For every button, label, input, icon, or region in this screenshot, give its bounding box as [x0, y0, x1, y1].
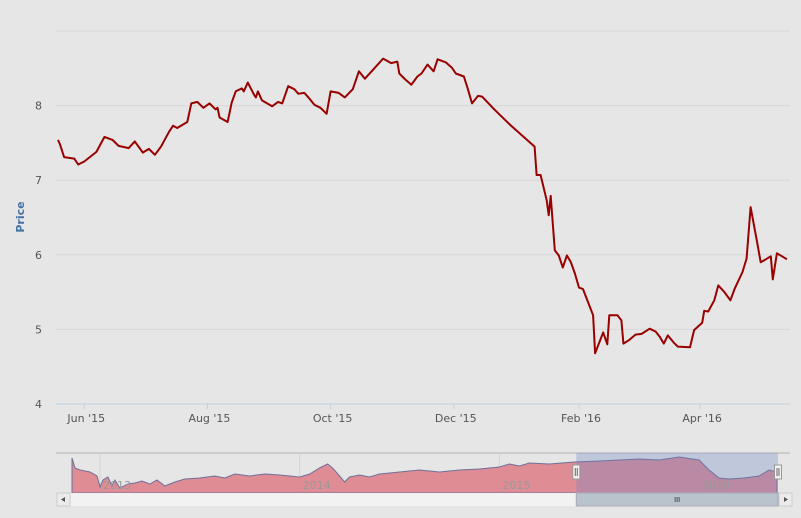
navigator-year-label: 2016: [702, 479, 730, 492]
navigator[interactable]: 2013 2014 2015 2016: [56, 452, 790, 494]
y-axis-title: Price: [14, 201, 27, 232]
navigator-right-handle[interactable]: [774, 464, 783, 480]
navigator-series-area: [71, 456, 778, 494]
price-series-line: [57, 57, 788, 355]
x-tick-label: Dec '15: [435, 412, 477, 425]
y-tick-label: 7: [35, 174, 42, 187]
y-tick-label: 6: [35, 249, 42, 262]
arrow-right-icon: [784, 497, 788, 502]
navigator-selected-range[interactable]: [576, 453, 779, 493]
y-tick-label: 4: [35, 398, 42, 411]
scrollbar[interactable]: [56, 492, 793, 507]
navigator-year-label: 2013: [103, 479, 131, 492]
navigator-left-handle[interactable]: [572, 464, 581, 480]
x-tick-label: Oct '15: [313, 412, 353, 425]
arrow-left-icon: [61, 497, 65, 502]
x-tick-label: Apr '16: [682, 412, 722, 425]
scrollbar-grip-icon: [674, 497, 680, 502]
navigator-year-label: 2014: [303, 479, 331, 492]
y-tick-label: 8: [35, 100, 42, 113]
x-tick-label: Jun '15: [66, 412, 105, 425]
navigator-year-label: 2015: [502, 479, 530, 492]
y-tick-label: 5: [35, 323, 42, 336]
x-tick-label: Feb '16: [561, 412, 601, 425]
x-tick-label: Aug '15: [188, 412, 230, 425]
